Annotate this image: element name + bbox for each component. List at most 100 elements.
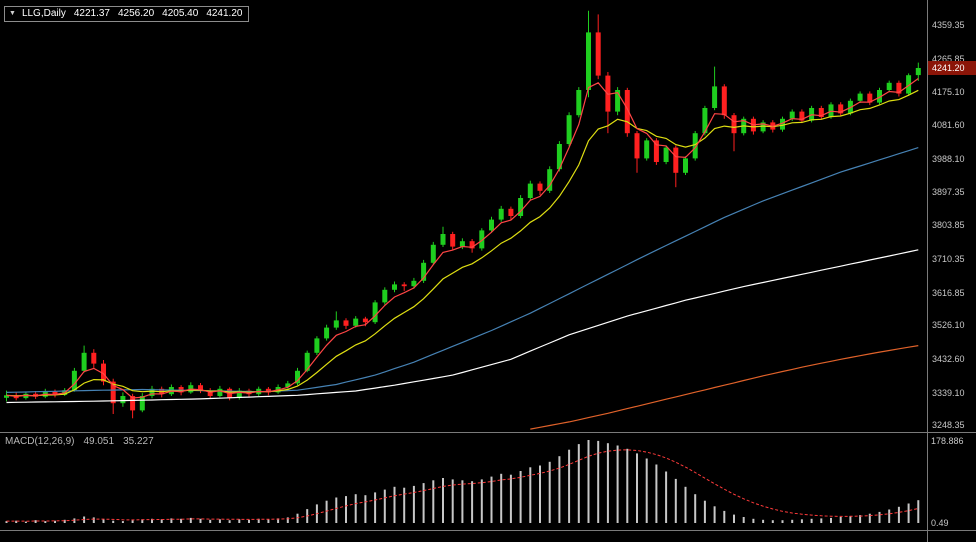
macd-histogram-bar	[587, 440, 590, 523]
macd-axis-max-label: 178.886	[931, 436, 964, 446]
price-axis-label: 3526.10	[932, 320, 965, 330]
candle-body	[780, 118, 785, 130]
candle-body	[71, 370, 77, 391]
candle-body	[430, 244, 436, 263]
candle-body	[411, 280, 417, 287]
ma-line-blue-medium	[6, 147, 919, 393]
macd-histogram-bar	[897, 506, 900, 523]
macd-histogram-bar	[228, 520, 231, 523]
macd-histogram-bar	[442, 478, 444, 523]
macd-histogram-bar	[490, 476, 493, 523]
candle-body	[906, 75, 912, 94]
macd-histogram-bar	[5, 521, 8, 523]
candle-body	[353, 318, 359, 326]
ma-line-orange-slowest	[530, 345, 919, 430]
macd-histogram-bar	[121, 521, 124, 523]
macd-histogram-bar	[54, 520, 56, 523]
macd-histogram-bar	[189, 517, 192, 523]
macd-histogram-bar	[24, 521, 27, 523]
macd-histogram-bar	[548, 461, 551, 523]
candle-body	[595, 32, 601, 76]
macd-main-value: 49.051	[83, 436, 115, 447]
candle-body	[295, 370, 300, 384]
macd-histogram-bar	[752, 518, 755, 523]
candle-body	[479, 230, 485, 249]
macd-histogram-bar	[558, 456, 561, 523]
macd-histogram-bar	[878, 511, 881, 523]
macd-chart-svg[interactable]	[0, 433, 927, 530]
macd-histogram-bar	[917, 500, 920, 523]
current-price-badge: 4241.20	[928, 61, 976, 75]
macd-histogram-bar	[539, 465, 541, 523]
macd-histogram-bar	[296, 513, 299, 523]
price-axis-label: 3803.85	[932, 220, 965, 230]
macd-histogram-bar	[471, 481, 474, 523]
candle-body	[362, 318, 368, 323]
candle-body	[731, 115, 737, 134]
candle-body	[586, 32, 591, 90]
macd-histogram-bar	[907, 503, 910, 523]
time-axis-divider-line	[0, 530, 976, 531]
ohlc-open-value: 4221.37	[73, 8, 110, 19]
macd-histogram-bar	[218, 519, 221, 523]
candle-body	[547, 169, 553, 191]
candle-body	[867, 93, 873, 103]
macd-histogram-bar	[422, 483, 425, 523]
macd-histogram-bar	[364, 495, 367, 523]
candle-body	[304, 352, 310, 371]
macd-histogram-bar	[868, 513, 871, 523]
price-axis-label: 3432.60	[932, 354, 965, 364]
macd-panel[interactable]: MACD(12,26,9) 49.051 35.227	[0, 433, 927, 530]
macd-histogram-bar	[830, 517, 832, 523]
candle-body	[392, 284, 397, 290]
macd-histogram-bar	[800, 519, 803, 523]
macd-histogram-bar	[703, 500, 706, 523]
macd-histogram-bar	[277, 518, 280, 523]
macd-histogram-bar	[616, 445, 619, 523]
candle-body	[615, 90, 621, 112]
macd-histogram-bar	[267, 519, 270, 523]
price-axis[interactable]: 4241.20 4359.35 4265.85 4175.10 4081.60 3988…	[928, 0, 976, 432]
macd-histogram-bar	[577, 444, 580, 523]
candle-body	[712, 86, 718, 108]
macd-name-label: MACD(12,26,9)	[5, 436, 75, 447]
candle-body	[566, 115, 572, 144]
macd-histogram-bar	[849, 516, 852, 523]
macd-histogram-bar	[15, 520, 18, 523]
macd-histogram-bar	[762, 519, 765, 523]
macd-histogram-bar	[199, 518, 202, 523]
candle-body	[896, 82, 902, 94]
main-chart-area[interactable]: ▼ LLG,Daily 4221.37 4256.20 4205.40 4241…	[0, 0, 927, 432]
symbol-timeframe-label: LLG,Daily	[21, 8, 66, 19]
macd-histogram-bar	[44, 521, 47, 523]
macd-histogram-bar	[345, 496, 347, 523]
macd-histogram-bar	[771, 520, 774, 523]
macd-histogram-bar	[597, 440, 600, 523]
price-axis-label: 3248.35	[932, 420, 965, 430]
candle-body	[139, 396, 145, 411]
candle-body	[508, 208, 514, 216]
macd-histogram-bar	[781, 520, 784, 523]
macd-histogram-bar	[151, 518, 153, 523]
candle-body	[324, 327, 330, 339]
price-axis-label: 4175.10	[932, 87, 965, 97]
candle-body	[537, 183, 543, 191]
macd-histogram-bar	[209, 519, 212, 523]
candle-body	[799, 111, 805, 121]
macd-histogram-bar	[403, 487, 406, 523]
macd-histogram-bar	[354, 494, 357, 523]
price-axis-label: 3339.10	[932, 388, 965, 398]
price-chart-svg[interactable]	[0, 0, 927, 432]
macd-histogram-bar	[636, 453, 638, 523]
candle-body	[440, 234, 446, 245]
macd-histogram-bar	[63, 519, 66, 523]
price-axis-label: 4265.85	[932, 54, 965, 64]
macd-histogram-bar	[859, 515, 862, 523]
candle-body	[333, 320, 339, 328]
macd-axis-min-label: 0.49	[931, 518, 949, 528]
price-axis-label: 4081.60	[932, 120, 965, 130]
macd-histogram-bar	[568, 449, 571, 523]
price-axis-label: 3710.35	[932, 254, 965, 264]
macd-histogram-bar	[180, 518, 183, 523]
price-axis-label: 3988.10	[932, 154, 965, 164]
